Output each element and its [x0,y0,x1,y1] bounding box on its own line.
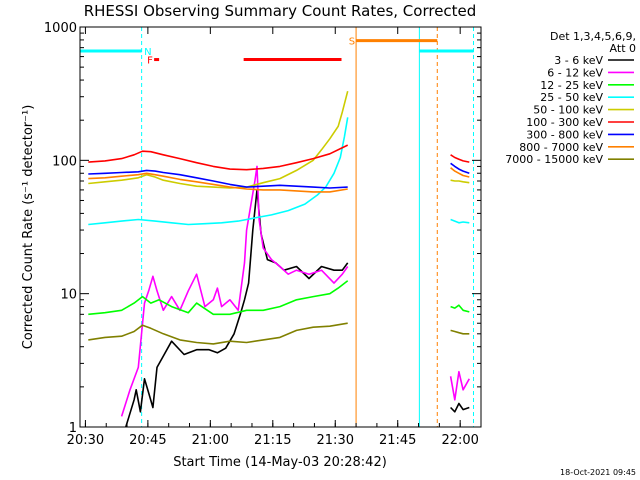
series-line [450,154,470,163]
legend-label: 100 - 300 keV [526,116,603,129]
legend-label: 800 - 7000 keV [519,141,603,154]
plot-frame [79,26,482,428]
series-line [125,189,349,427]
series-line [450,179,470,184]
x-tick-label: 21:45 [379,433,416,448]
legend-label: 12 - 25 keV [540,79,603,92]
state-bar-label: N [144,47,151,58]
series-line [88,144,349,171]
series-line [450,329,470,335]
x-tick-label: 22:00 [441,433,478,448]
series-line [449,370,470,401]
y-axis-label: Corrected Count Rate (s⁻¹ detector⁻¹) [21,105,36,350]
series-line [450,162,470,175]
series-line [450,218,470,224]
state-bar-label: F [147,56,153,67]
footer-stamp: 18-Oct-2021 09:45 [560,468,636,477]
plot-area: NF S [80,27,475,427]
series-line [450,167,470,178]
x-tick-label: 20:45 [129,433,166,448]
series-line [88,172,348,193]
y-axis: 1 10 100 1000 [44,21,481,436]
x-tick-label: 21:30 [317,433,354,448]
legend-label: 7000 - 15000 keV [505,153,603,166]
series-line [120,165,349,417]
series-line [88,169,348,189]
y-tick-label: 1 [69,421,77,436]
x-tick-label: 21:15 [254,433,291,448]
x-axis: 20:30 20:45 21:00 21:15 21:30 21:45 22:00 [67,27,482,448]
series-line [88,117,349,226]
series-line [88,90,349,189]
state-bar-label: S [349,37,355,48]
y-tick-label: 1000 [44,21,77,36]
series-line [450,304,470,313]
chart-title: RHESSI Observing Summary Count Rates, Co… [84,2,477,20]
y-tick-label: 10 [60,288,77,303]
legend-label: 50 - 100 keV [533,104,603,117]
x-tick-label: 20:30 [67,433,104,448]
series-line [88,280,349,316]
series-line [450,402,470,413]
x-tick-label: 21:00 [192,433,229,448]
legend-header: Det 1,3,4,5,6,9, [550,30,636,43]
legend-label: 6 - 12 keV [547,66,603,79]
y-tick-label: 100 [52,154,77,169]
legend-header: Att 0 [610,42,636,55]
legend-label: 25 - 50 keV [540,91,603,104]
legend-label: 3 - 6 keV [554,54,603,67]
x-axis-label: Start Time (14-May-03 20:28:42) [173,455,387,470]
series-line [88,322,348,345]
legend-label: 300 - 800 keV [526,128,603,141]
